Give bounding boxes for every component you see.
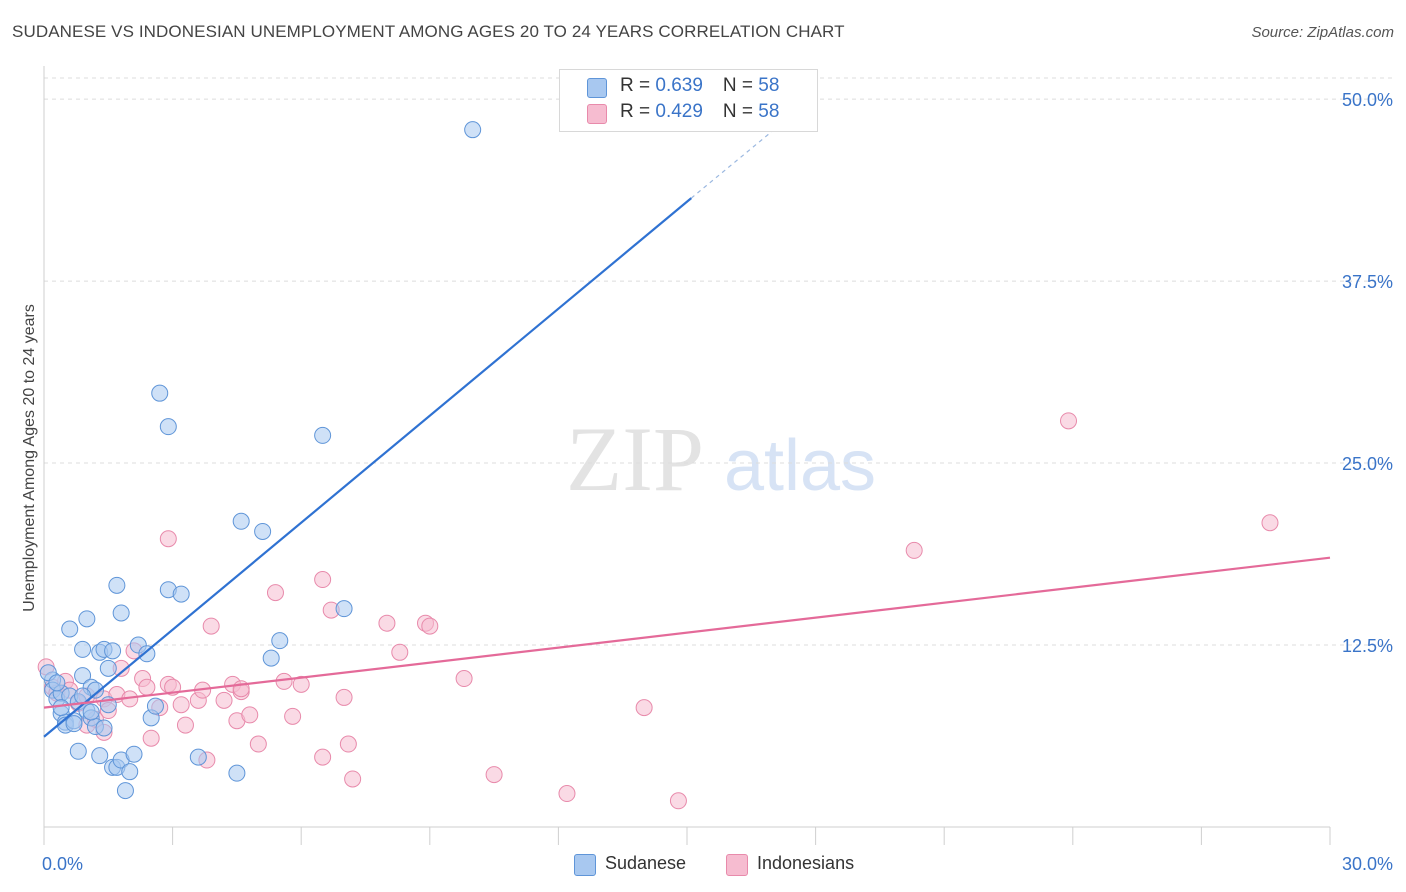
sudanese-point [91,747,109,765]
sudanese-point [104,642,122,660]
indonesian-point [669,792,687,810]
sudanese-point [82,703,100,721]
watermark: ZIP atlas [566,408,876,510]
sudanese-point [108,576,126,594]
legend-r-label: R = [620,75,656,96]
indonesian-point [284,707,302,725]
sudanese-point [138,645,156,663]
sudanese-point [95,719,113,737]
indonesian-point [215,691,233,709]
source-label: Source: ZipAtlas.com [1251,24,1394,41]
indonesian-point [172,696,190,714]
legend-n-label: N = [722,101,759,122]
indonesian-point [455,670,473,688]
sudanese-point [254,522,272,540]
x-tick-label: 0.0% [42,854,83,874]
sudanese-point [464,121,482,139]
sudanese-point [48,674,66,692]
indonesian-point [266,584,284,602]
indonesian-point [202,617,220,635]
sudanese-point [159,418,177,436]
sudanese-point [65,715,83,733]
indonesian-point [1261,514,1279,532]
y-tick-label: 50.0% [1342,90,1393,110]
legend-n-label: N = [722,75,759,96]
sudanese-point [121,763,139,781]
watermark-atlas: atlas [724,426,876,506]
legend-swatch-sudanese [587,78,607,98]
bottom-legend-label-indonesian: Indonesians [757,853,855,873]
indonesian-point [159,530,177,548]
sudanese-point [125,745,143,763]
indonesian-point [142,729,160,747]
sudanese-point [74,640,92,658]
indonesian-point [558,785,576,803]
sudanese-point [189,748,207,766]
bottom-legend-swatch-indonesian [726,854,748,876]
indonesian-point [378,614,396,632]
legend-r-value-indonesian: 0.429 [655,101,703,122]
indonesian-point [249,735,267,753]
indonesian-trend-line [43,556,1331,709]
indonesian-point [314,748,332,766]
indonesian-point [421,617,439,635]
grid [44,77,1392,646]
sudanese-point [112,604,130,622]
tick-labels: 12.5% 25.0% 37.5% 50.0% 0.0% 30.0% [42,90,1393,874]
sudanese-point [151,384,169,402]
y-tick-label: 37.5% [1342,272,1393,292]
indonesian-point [314,571,332,589]
bottom-legend-label-sudanese: Sudanese [605,853,687,873]
sudanese-point [262,649,280,667]
sudanese-point [335,600,353,618]
correlation-legend: R = 0.639 N = 58 R = 0.429 N = 58 [559,69,818,132]
legend-n-value-indonesian: 58 [758,101,780,122]
indonesian-point [391,643,409,661]
bottom-legend-swatch-sudanese [574,854,596,876]
legend-n-value-sudanese: 58 [758,75,780,96]
indonesian-point [905,541,923,559]
sudanese-point [172,585,190,603]
indonesian-point [138,678,156,696]
axes [43,66,1331,845]
sudanese-point [271,632,289,650]
indonesian-point [176,716,194,734]
sudanese-point [232,512,250,530]
sudanese-point [146,697,164,715]
sudanese-point [61,620,79,638]
sudanese-point [99,659,117,677]
x-tick-label: 30.0% [1342,854,1393,874]
watermark-zip: ZIP [566,408,704,510]
sudanese-point [116,782,134,800]
indonesian-point [335,688,353,706]
indonesian-point [292,675,310,693]
sudanese-point [74,667,92,685]
y-tick-label: 12.5% [1342,636,1393,656]
indonesian-point [241,706,259,724]
sudanese-point [52,699,70,717]
sudanese-point [69,742,87,760]
y-tick-label: 25.0% [1342,454,1393,474]
indonesian-point [275,672,293,690]
sudanese-points [39,121,482,800]
sudanese-point [228,764,246,782]
indonesian-point [1060,412,1078,430]
indonesian-point [344,770,362,788]
indonesian-point [635,699,653,717]
sudanese-trend-line [43,197,692,738]
legend-swatch-indonesian [587,104,607,124]
legend-r-label: R = [620,101,656,122]
sudanese-point [314,426,332,444]
indonesian-point [485,766,503,784]
legend-r-value-sudanese: 0.639 [655,75,703,96]
indonesian-point [339,735,357,753]
chart-title: SUDANESE VS INDONESIAN UNEMPLOYMENT AMON… [12,22,845,41]
sudanese-point [78,610,96,628]
